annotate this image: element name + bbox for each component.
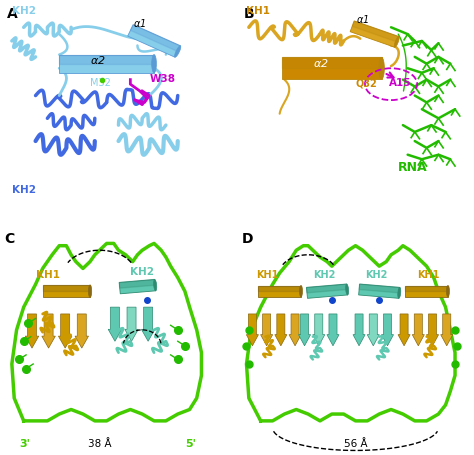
Polygon shape xyxy=(43,285,90,291)
Polygon shape xyxy=(261,314,273,346)
Text: Q32: Q32 xyxy=(356,78,377,88)
Polygon shape xyxy=(427,314,438,346)
Text: $\alpha$1: $\alpha$1 xyxy=(133,17,146,29)
Polygon shape xyxy=(350,21,399,47)
Text: KH1: KH1 xyxy=(246,5,271,15)
Text: KH1: KH1 xyxy=(36,269,60,279)
Text: KH1: KH1 xyxy=(417,269,439,279)
Polygon shape xyxy=(352,21,399,42)
Text: KH1: KH1 xyxy=(256,269,278,279)
Polygon shape xyxy=(108,307,122,341)
Polygon shape xyxy=(367,314,379,346)
Text: 38 Å: 38 Å xyxy=(88,439,111,449)
Polygon shape xyxy=(75,314,89,348)
Text: D: D xyxy=(242,232,253,246)
Text: KH2: KH2 xyxy=(313,269,335,279)
Text: A: A xyxy=(7,7,18,21)
Polygon shape xyxy=(59,55,154,73)
Polygon shape xyxy=(125,307,138,341)
Text: A15: A15 xyxy=(389,78,411,88)
Polygon shape xyxy=(258,286,301,297)
Polygon shape xyxy=(282,57,382,68)
Polygon shape xyxy=(58,314,72,348)
Polygon shape xyxy=(327,314,339,346)
Polygon shape xyxy=(441,314,453,346)
Polygon shape xyxy=(43,285,90,298)
Polygon shape xyxy=(398,314,410,346)
Ellipse shape xyxy=(379,57,384,79)
Text: $\alpha$2: $\alpha$2 xyxy=(90,54,106,66)
Polygon shape xyxy=(359,284,400,293)
Text: $\alpha$2: $\alpha$2 xyxy=(313,57,328,69)
Polygon shape xyxy=(258,286,301,291)
Ellipse shape xyxy=(89,285,91,298)
Text: C: C xyxy=(5,232,15,246)
Polygon shape xyxy=(25,314,39,348)
Polygon shape xyxy=(59,55,154,64)
Text: W38: W38 xyxy=(149,74,175,84)
Text: M32: M32 xyxy=(90,78,111,88)
Text: B: B xyxy=(244,7,255,21)
Polygon shape xyxy=(130,25,181,51)
Polygon shape xyxy=(359,284,400,298)
Polygon shape xyxy=(141,307,155,341)
Ellipse shape xyxy=(152,55,156,73)
Polygon shape xyxy=(307,284,347,298)
Text: $\alpha$1: $\alpha$1 xyxy=(356,13,369,25)
Polygon shape xyxy=(307,284,347,293)
Text: KH2: KH2 xyxy=(12,185,36,195)
Ellipse shape xyxy=(300,286,302,297)
Text: 56 Å: 56 Å xyxy=(344,439,367,449)
Text: 5': 5' xyxy=(185,439,196,449)
Text: RNA: RNA xyxy=(398,161,428,174)
Polygon shape xyxy=(128,25,181,57)
Polygon shape xyxy=(382,314,393,346)
Ellipse shape xyxy=(398,288,401,298)
Ellipse shape xyxy=(394,36,399,47)
Polygon shape xyxy=(405,286,448,291)
Text: KH2: KH2 xyxy=(130,267,155,277)
Text: KH2: KH2 xyxy=(365,269,387,279)
Polygon shape xyxy=(299,314,310,346)
Ellipse shape xyxy=(174,46,181,57)
Text: KH2: KH2 xyxy=(12,5,36,15)
Ellipse shape xyxy=(447,286,449,297)
Polygon shape xyxy=(282,57,382,79)
Polygon shape xyxy=(313,314,325,346)
Polygon shape xyxy=(405,286,448,297)
Polygon shape xyxy=(119,279,155,288)
Ellipse shape xyxy=(154,279,157,291)
Polygon shape xyxy=(412,314,424,346)
Polygon shape xyxy=(353,314,365,346)
Polygon shape xyxy=(42,314,55,348)
Polygon shape xyxy=(289,314,301,346)
Text: 3': 3' xyxy=(19,439,30,449)
Ellipse shape xyxy=(346,284,349,295)
Polygon shape xyxy=(246,314,258,346)
Polygon shape xyxy=(275,314,287,346)
Polygon shape xyxy=(119,279,155,294)
